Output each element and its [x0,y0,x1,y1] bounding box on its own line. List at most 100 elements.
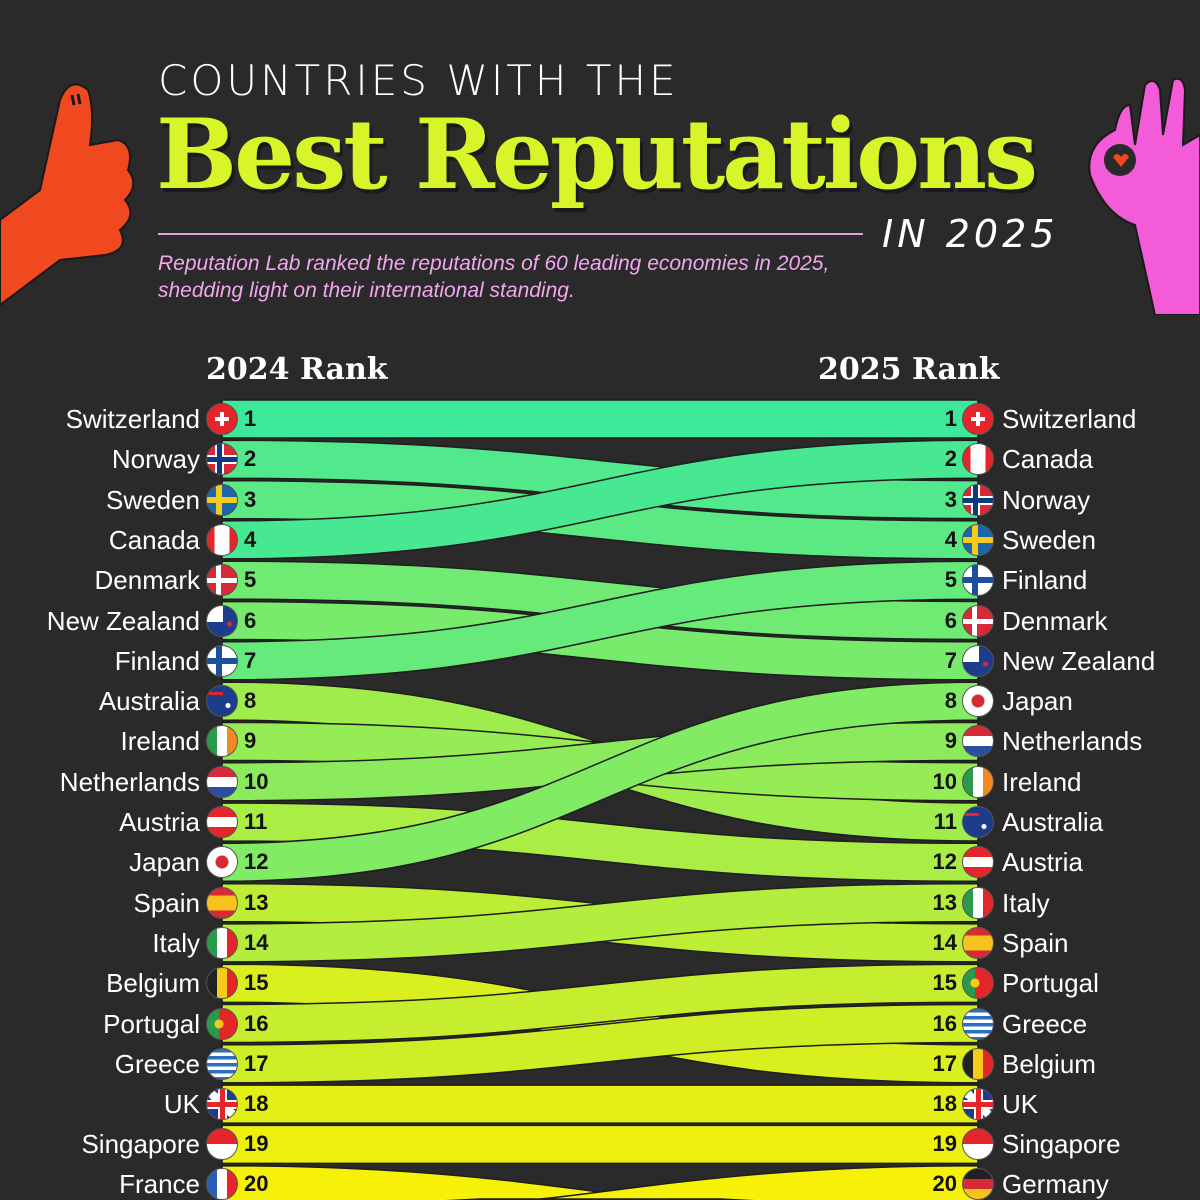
country-name-2025: Portugal [1002,968,1099,999]
country-name-2024: Switzerland [65,404,200,434]
rank-number-2024: 15 [244,970,269,996]
netherlands-flag-icon [206,765,238,798]
norway-flag-icon [206,443,238,476]
portugal-flag-icon [962,967,994,1000]
band-canada [221,439,979,560]
country-name-2025: Spain [1002,927,1069,958]
rank-number-2025: 13 [932,889,957,915]
spain-flag-icon [962,926,994,959]
rank-number-2024: 17 [244,1050,269,1076]
country-name-2025: UK [1002,1089,1039,1120]
band-singapore [221,1124,979,1165]
rank-number-2024: 11 [244,809,268,834]
singapore-flag-icon [206,1128,238,1161]
rank-number-2024: 3 [244,486,257,512]
country-name-2024: Japan [129,847,200,878]
thumbs-up-hand-illustration [0,83,135,307]
rank-number-2024: 8 [244,688,257,714]
country-name-2025: Switzerland [1002,404,1137,434]
country-name-2024: Sweden [106,484,200,515]
title-divider [158,233,863,235]
austria-flag-icon [962,846,994,879]
country-name-2024: Norway [111,444,200,475]
band-italy [221,882,979,963]
rank-number-2025: 9 [944,728,957,754]
greece-flag-icon [206,1047,238,1080]
denmark-flag-icon [206,564,238,597]
band-netherlands [221,721,979,802]
country-name-2025: New Zealand [1002,645,1156,676]
rank-number-2025: 11 [933,809,957,834]
country-name-2025: Netherlands [1002,726,1143,757]
country-name-2025: Japan [1002,686,1073,717]
rank-number-2024: 6 [244,607,257,633]
band-japan [221,681,979,883]
country-name-2025: Singapore [1002,1129,1121,1160]
rank-number-2024: 5 [244,567,257,593]
band-portugal [221,963,979,1044]
country-name-2025: Finland [1002,565,1088,596]
country-name-2025: Canada [1002,444,1094,475]
country-name-2025: Ireland [1002,766,1082,797]
sweden-flag-icon [962,523,994,556]
country-name-2025: Italy [1002,887,1050,918]
rank-number-2025: 15 [932,970,957,996]
country-name-2025: Belgium [1002,1048,1096,1079]
country-name-2024: Canada [108,524,200,555]
rank-number-2025: 10 [932,768,957,794]
band-germany [539,1164,979,1200]
country-name-2024: Spain [133,887,201,918]
country-name-2024: Austria [119,807,200,837]
subtitle: Reputation Lab ranked the reputations of… [158,252,830,302]
rank-number-2024: 14 [244,929,269,955]
rank-number-2025: 1 [944,406,957,431]
finland-flag-icon [962,564,994,597]
spain-flag-icon [206,886,238,919]
swiss-flag-icon [206,403,238,435]
italy-flag-icon [206,926,238,959]
austria-flag-icon [206,806,238,838]
rank-number-2024: 2 [244,446,257,472]
title-top: COUNTRIES WITH THE [158,56,679,105]
uk-flag-icon [962,1088,994,1121]
canada-flag-icon [206,523,238,556]
country-name-2024: Italy [152,927,200,958]
rank-number-2024: 10 [244,768,269,794]
norway-flag-icon [962,483,994,516]
country-name-2025: Norway [1002,484,1091,515]
column-header-2025: 2025 Rank [818,352,1000,387]
band-norway [221,439,979,520]
australia-flag-icon [206,685,238,718]
rank-number-2025: 16 [932,1010,957,1036]
country-name-2024: Ireland [120,726,201,757]
rank-number-2025: 19 [932,1131,957,1157]
rank-number-2024: 13 [244,889,269,915]
rank-number-2025: 2 [944,446,957,472]
france-flag-icon [206,1168,238,1200]
rank-number-2025: 5 [944,567,957,593]
portugal-flag-icon [206,1007,238,1040]
band-switzerland [221,399,979,439]
country-name-2024: Singapore [81,1129,200,1160]
rank-number-2025: 20 [932,1171,957,1196]
new-zealand-flag-icon [962,644,994,677]
rank-number-2024: 4 [244,526,257,552]
country-name-2024: Belgium [106,968,200,999]
country-name-2025: Australia [1002,807,1104,837]
japan-flag-icon [962,685,994,718]
japan-flag-icon [206,846,238,879]
rank-number-2025: 7 [944,647,957,673]
band-finland [221,560,979,681]
finland-flag-icon [206,644,238,677]
uk-flag-icon [206,1088,238,1121]
rank-number-2024: 12 [244,849,269,875]
rank-number-2025: 12 [932,849,957,875]
country-name-2025: Greece [1002,1008,1088,1039]
new-zealand-flag-icon [206,604,238,637]
country-name-2024: New Zealand [46,605,200,636]
rank-number-2025: 18 [932,1091,957,1117]
rank-number-2024: 18 [244,1091,269,1117]
rank-number-2025: 14 [932,929,957,955]
band-greece [221,1003,979,1084]
